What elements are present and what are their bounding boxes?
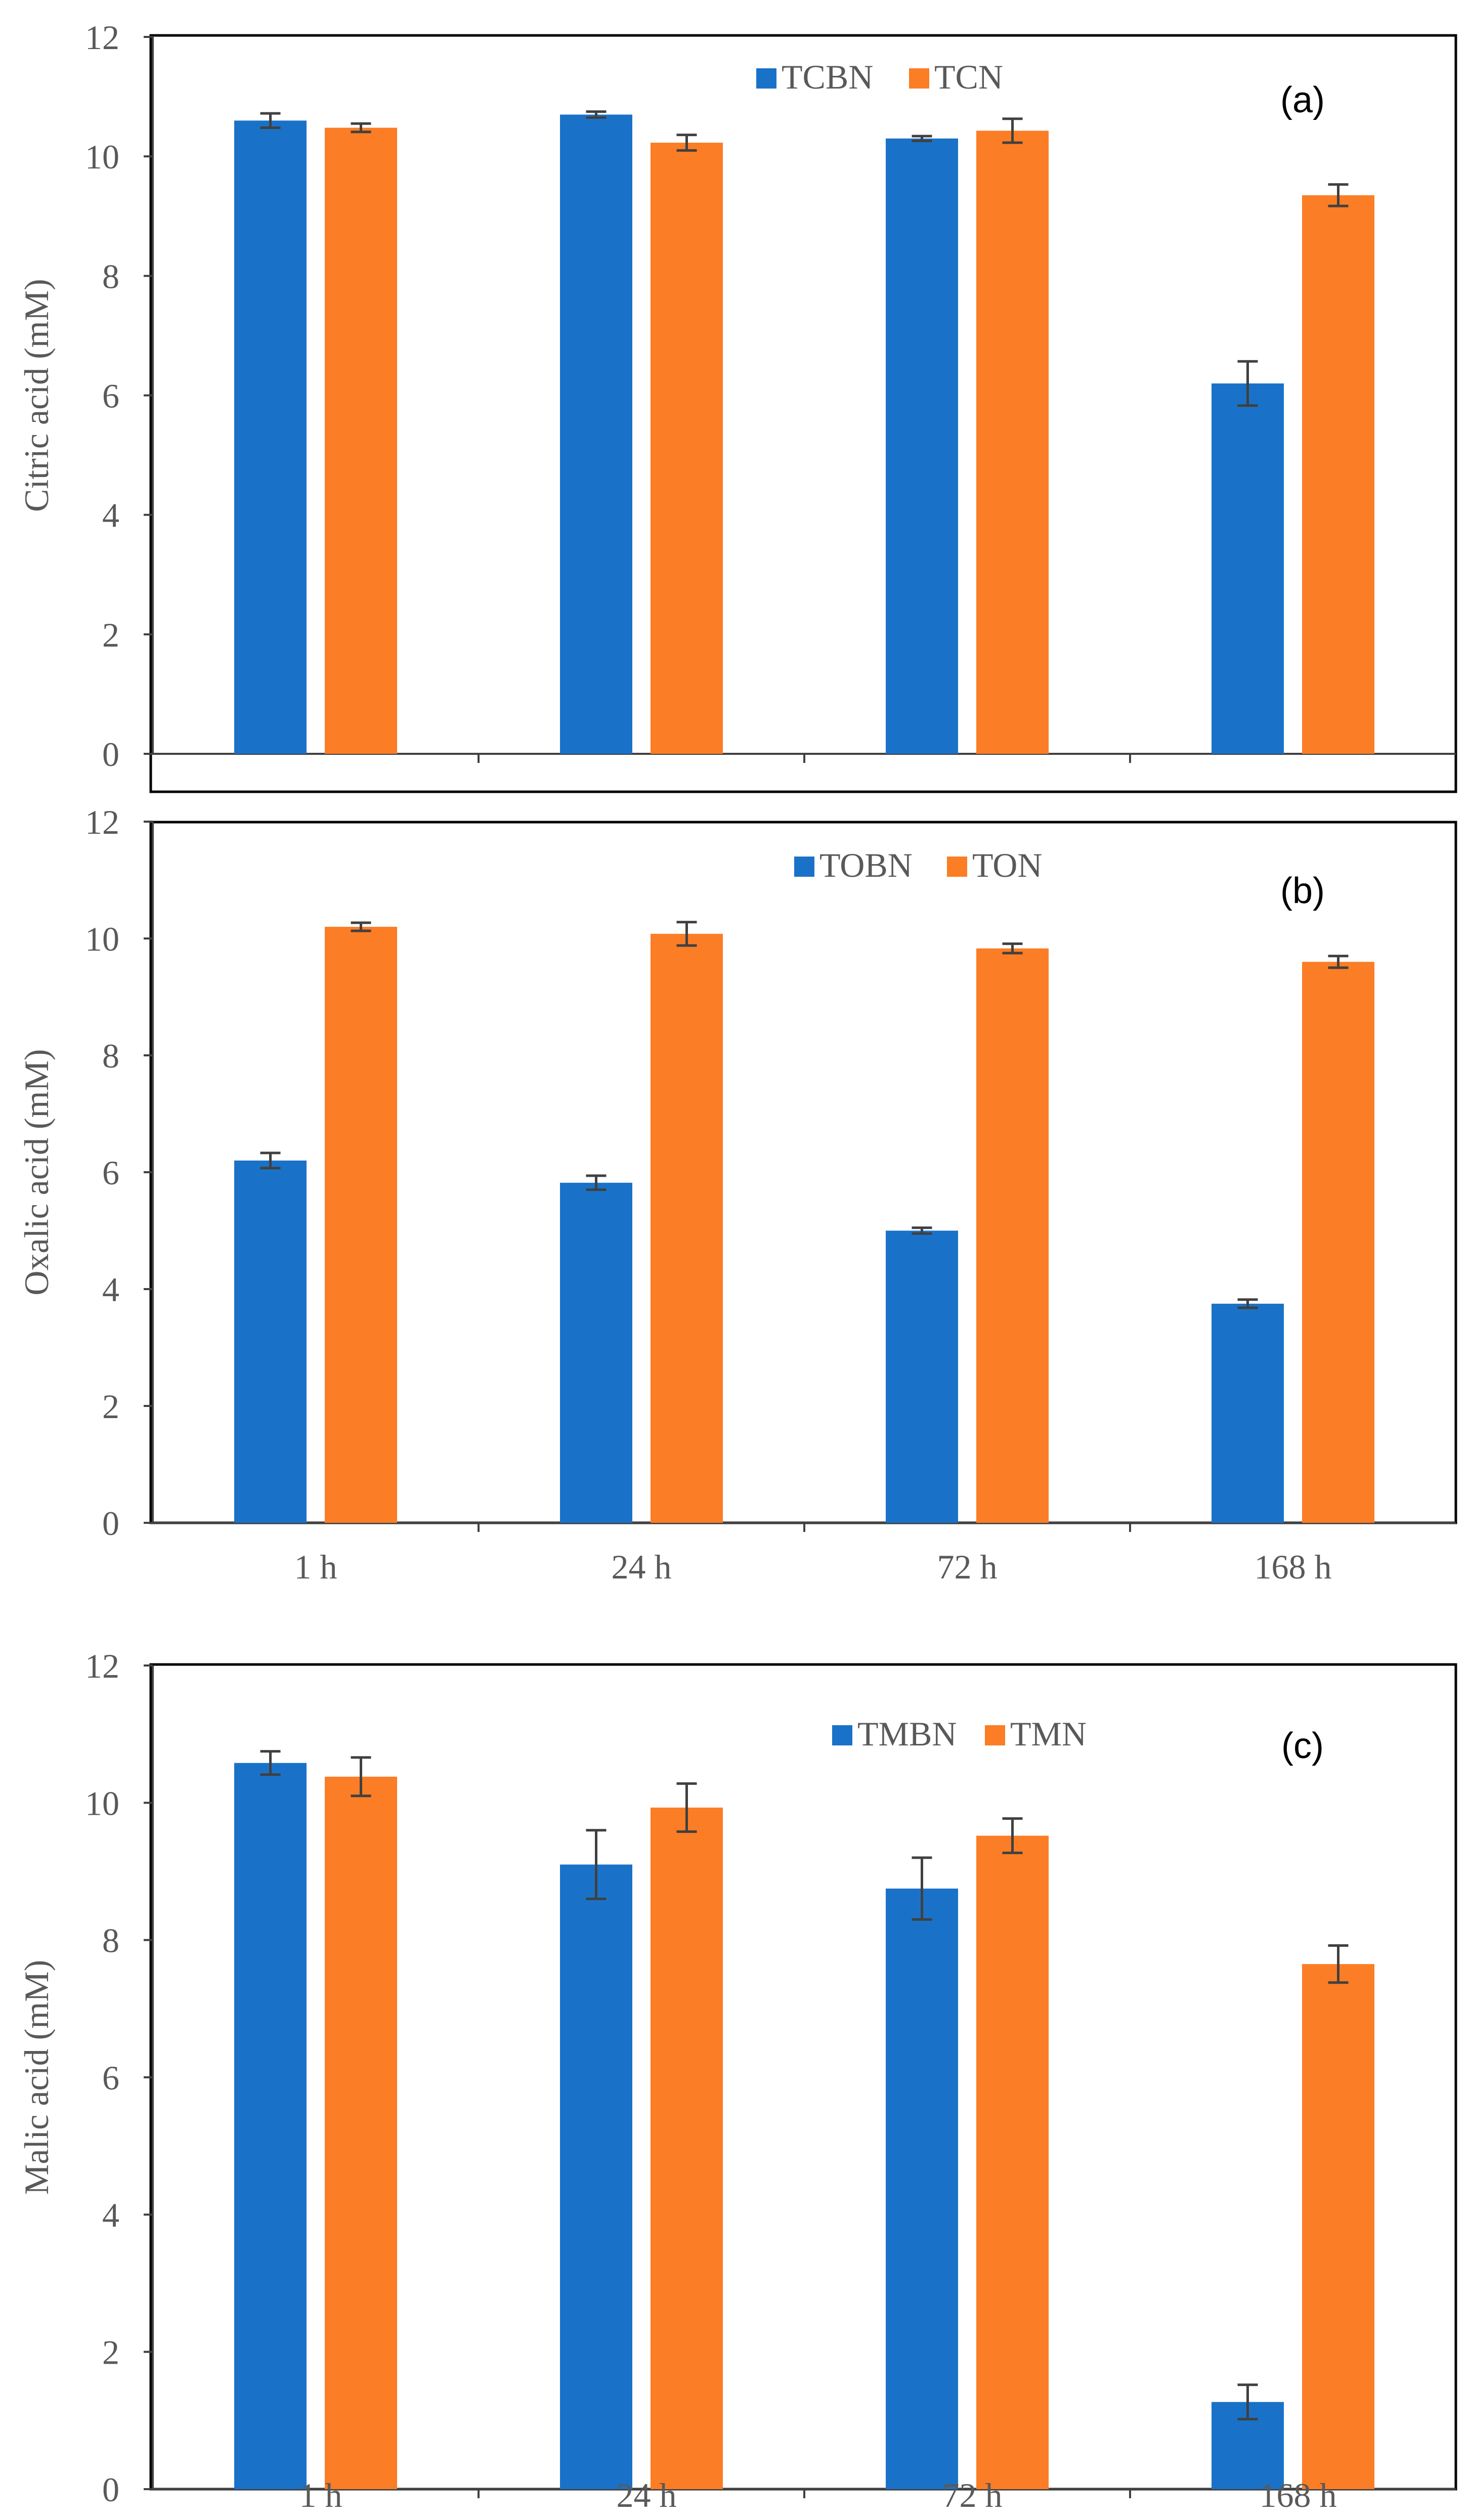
bar-TCBN-72h — [886, 138, 958, 754]
bar-TMBN-72h — [886, 1888, 958, 2489]
bar-TCN-168h — [1302, 195, 1374, 754]
bar-TCN-24h — [651, 143, 723, 754]
x-category-label: 72 h — [942, 2476, 1003, 2514]
y-tick-label: 6 — [102, 2059, 119, 2097]
bar-TMN-72h — [976, 1835, 1049, 2489]
y-tick-label: 8 — [102, 1921, 119, 1960]
legend-label-TCBN: TCBN — [782, 58, 873, 96]
bar-TMBN-24h — [560, 1864, 632, 2489]
y-axis-title: Oxalic acid (mM) — [17, 1049, 56, 1295]
chart-frame — [149, 34, 1457, 793]
y-tick-label: 4 — [102, 1270, 119, 1309]
y-tick-label: 12 — [85, 18, 119, 57]
y-tick-label: 12 — [85, 1647, 119, 1685]
legend-swatch-TCBN — [756, 68, 776, 89]
legend-swatch-TCN — [909, 68, 929, 89]
bar-TON-24h — [651, 933, 723, 1523]
legend-label-TMN: TMN — [1010, 1715, 1087, 1753]
y-tick-label: 8 — [102, 257, 119, 295]
y-tick-label: 4 — [102, 496, 119, 535]
bar-TMN-168h — [1302, 1964, 1374, 2489]
y-tick-label: 0 — [102, 735, 119, 774]
chart-panel-b: 0 2 4 6 8 10 12 Oxalic acid (mM) 1 h 24 h 72 h 168 … — [17, 803, 1457, 1586]
legend-label-TCN: TCN — [934, 58, 1003, 96]
y-tick-label: 0 — [102, 2470, 119, 2509]
bar-TCBN-1h — [234, 120, 307, 754]
y-tick-label: 10 — [85, 138, 119, 176]
x-category-label: 1 h — [299, 2476, 342, 2514]
legend-label-TOBN: TOBN — [819, 846, 913, 884]
x-category-label: 72 h — [937, 1548, 998, 1586]
legend-swatch-TMBN — [832, 1725, 852, 1745]
chart-panel-a: 0 2 4 6 8 10 12 Citric acid (mM) TCBN TCN (a) — [17, 18, 1457, 793]
y-tick-label: 6 — [102, 377, 119, 415]
bar-TMN-1h — [325, 1776, 397, 2489]
bar-TMBN-1h — [234, 1763, 307, 2489]
y-tick-label: 2 — [102, 616, 119, 654]
x-category-label: 168 h — [1255, 1548, 1332, 1586]
legend-label-TON: TON — [972, 846, 1043, 884]
panel-label: (b) — [1280, 871, 1325, 911]
legend-swatch-TOBN — [794, 857, 814, 877]
y-tick-label: 12 — [85, 803, 119, 841]
bar-TMN-24h — [651, 1807, 723, 2489]
bar-TCN-72h — [976, 131, 1049, 754]
bar-TOBN-1h — [234, 1160, 307, 1523]
y-tick-label: 8 — [102, 1037, 119, 1075]
legend-label-TMBN: TMBN — [857, 1715, 957, 1753]
y-tick-label: 10 — [85, 1784, 119, 1822]
y-tick-label: 2 — [102, 2333, 119, 2372]
bar-TON-168h — [1302, 962, 1374, 1523]
y-tick-label: 6 — [102, 1154, 119, 1192]
bar-TCBN-168h — [1212, 383, 1284, 754]
y-tick-label: 4 — [102, 2196, 119, 2234]
x-category-label: 24 h — [617, 2476, 677, 2514]
bar-TCN-1h — [325, 127, 397, 754]
y-axis-title: Malic acid (mM) — [17, 1960, 56, 2195]
y-tick-label: 2 — [102, 1387, 119, 1426]
bar-TOBN-24h — [560, 1182, 632, 1523]
legend-swatch-TON — [947, 857, 967, 877]
panel-label: (a) — [1280, 80, 1325, 120]
legend-swatch-TMN — [985, 1725, 1005, 1745]
bar-TOBN-168h — [1212, 1303, 1284, 1523]
y-tick-label: 10 — [85, 920, 119, 958]
chart-panel-c: 0 2 4 6 8 10 12 Malic acid (mM) 1 h 24 h 72 h 168 h… — [17, 1647, 1457, 2514]
bar-TOBN-72h — [886, 1230, 958, 1523]
x-category-label: 168 h — [1260, 2476, 1337, 2514]
panel-label: (c) — [1281, 1726, 1324, 1766]
bar-TON-1h — [325, 926, 397, 1523]
x-category-label: 24 h — [612, 1548, 672, 1586]
y-tick-label: 0 — [102, 1504, 119, 1543]
y-axis-title: Citric acid (mM) — [17, 279, 56, 512]
bar-TCBN-24h — [560, 114, 632, 754]
bar-TON-72h — [976, 948, 1049, 1523]
x-category-label: 1 h — [294, 1548, 337, 1586]
